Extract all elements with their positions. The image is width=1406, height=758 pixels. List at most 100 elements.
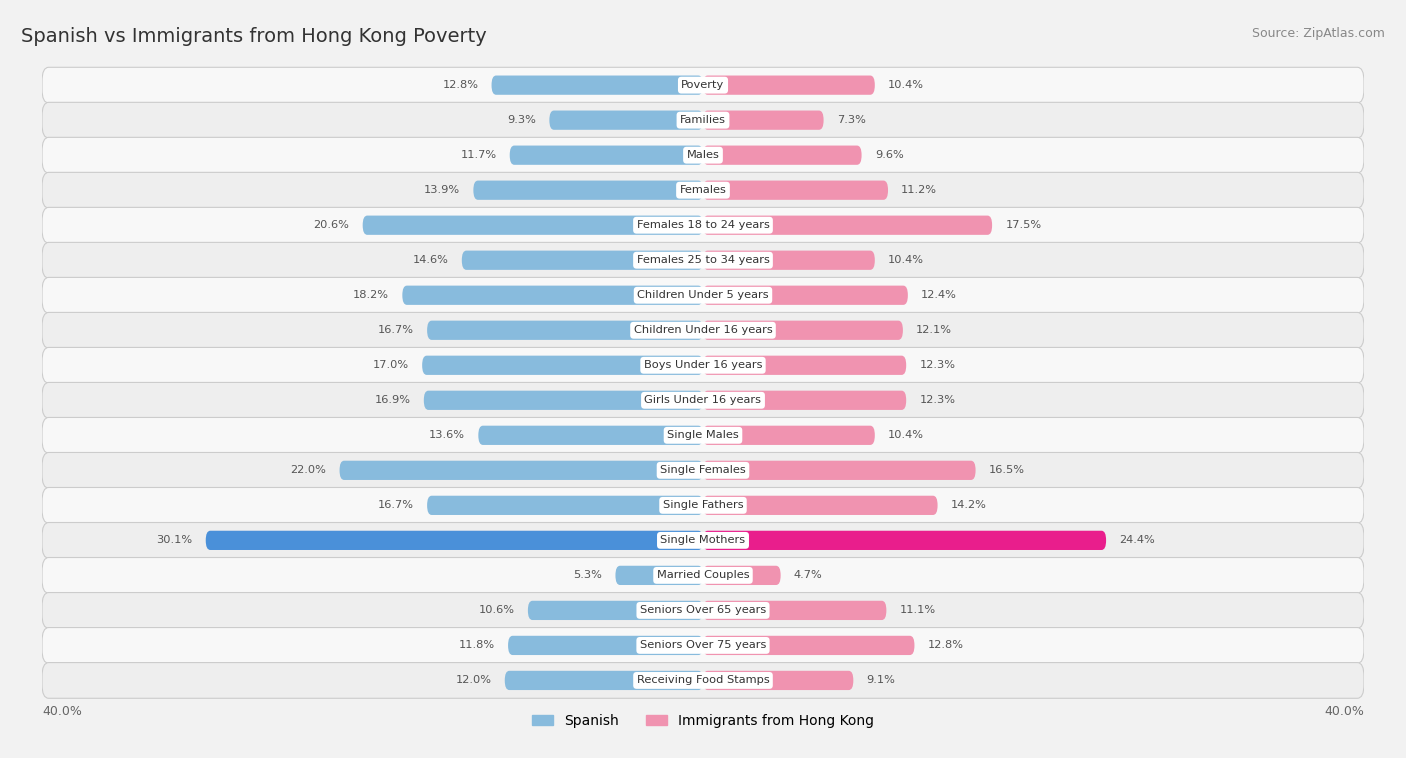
FancyBboxPatch shape	[42, 243, 1364, 278]
FancyBboxPatch shape	[478, 426, 703, 445]
FancyBboxPatch shape	[703, 531, 1107, 550]
Text: 11.1%: 11.1%	[900, 606, 936, 615]
Text: 17.0%: 17.0%	[373, 360, 409, 370]
FancyBboxPatch shape	[510, 146, 703, 164]
FancyBboxPatch shape	[703, 286, 908, 305]
Text: 10.4%: 10.4%	[889, 255, 924, 265]
FancyBboxPatch shape	[42, 137, 1364, 173]
FancyBboxPatch shape	[42, 662, 1364, 698]
FancyBboxPatch shape	[474, 180, 703, 200]
FancyBboxPatch shape	[423, 390, 703, 410]
FancyBboxPatch shape	[339, 461, 703, 480]
Text: 22.0%: 22.0%	[291, 465, 326, 475]
Text: 16.7%: 16.7%	[378, 500, 413, 510]
Text: Seniors Over 75 years: Seniors Over 75 years	[640, 641, 766, 650]
Text: Males: Males	[686, 150, 720, 160]
Text: Females 25 to 34 years: Females 25 to 34 years	[637, 255, 769, 265]
FancyBboxPatch shape	[703, 180, 889, 200]
Text: 9.6%: 9.6%	[875, 150, 904, 160]
FancyBboxPatch shape	[703, 146, 862, 164]
FancyBboxPatch shape	[703, 636, 914, 655]
Text: Children Under 16 years: Children Under 16 years	[634, 325, 772, 335]
Text: 20.6%: 20.6%	[314, 221, 350, 230]
FancyBboxPatch shape	[42, 208, 1364, 243]
FancyBboxPatch shape	[703, 496, 938, 515]
Text: 16.7%: 16.7%	[378, 325, 413, 335]
FancyBboxPatch shape	[505, 671, 703, 690]
FancyBboxPatch shape	[205, 531, 703, 550]
Text: Source: ZipAtlas.com: Source: ZipAtlas.com	[1251, 27, 1385, 39]
FancyBboxPatch shape	[363, 215, 703, 235]
FancyBboxPatch shape	[42, 312, 1364, 348]
FancyBboxPatch shape	[703, 251, 875, 270]
Legend: Spanish, Immigrants from Hong Kong: Spanish, Immigrants from Hong Kong	[526, 708, 880, 734]
Text: Married Couples: Married Couples	[657, 570, 749, 581]
Text: 11.7%: 11.7%	[460, 150, 496, 160]
FancyBboxPatch shape	[703, 461, 976, 480]
FancyBboxPatch shape	[703, 671, 853, 690]
Text: Single Females: Single Females	[661, 465, 745, 475]
Text: 24.4%: 24.4%	[1119, 535, 1156, 545]
Text: 12.0%: 12.0%	[456, 675, 492, 685]
Text: Receiving Food Stamps: Receiving Food Stamps	[637, 675, 769, 685]
FancyBboxPatch shape	[42, 172, 1364, 208]
Text: Poverty: Poverty	[682, 80, 724, 90]
FancyBboxPatch shape	[703, 601, 886, 620]
FancyBboxPatch shape	[508, 636, 703, 655]
Text: 12.3%: 12.3%	[920, 360, 956, 370]
FancyBboxPatch shape	[703, 426, 875, 445]
Text: 17.5%: 17.5%	[1005, 221, 1042, 230]
Text: 40.0%: 40.0%	[1324, 705, 1364, 718]
Text: 11.2%: 11.2%	[901, 185, 938, 196]
Text: 10.6%: 10.6%	[478, 606, 515, 615]
Text: Families: Families	[681, 115, 725, 125]
FancyBboxPatch shape	[42, 593, 1364, 628]
FancyBboxPatch shape	[422, 356, 703, 375]
Text: Single Males: Single Males	[666, 431, 740, 440]
FancyBboxPatch shape	[42, 628, 1364, 663]
FancyBboxPatch shape	[42, 487, 1364, 523]
FancyBboxPatch shape	[616, 565, 703, 585]
Text: 12.1%: 12.1%	[917, 325, 952, 335]
FancyBboxPatch shape	[42, 453, 1364, 488]
FancyBboxPatch shape	[42, 418, 1364, 453]
Text: Boys Under 16 years: Boys Under 16 years	[644, 360, 762, 370]
Text: Girls Under 16 years: Girls Under 16 years	[644, 396, 762, 406]
FancyBboxPatch shape	[703, 215, 993, 235]
Text: 9.3%: 9.3%	[508, 115, 536, 125]
Text: Females: Females	[679, 185, 727, 196]
Text: 4.7%: 4.7%	[794, 570, 823, 581]
Text: 16.9%: 16.9%	[374, 396, 411, 406]
FancyBboxPatch shape	[703, 111, 824, 130]
Text: 11.8%: 11.8%	[458, 641, 495, 650]
FancyBboxPatch shape	[492, 76, 703, 95]
FancyBboxPatch shape	[703, 76, 875, 95]
Text: 14.6%: 14.6%	[413, 255, 449, 265]
FancyBboxPatch shape	[402, 286, 703, 305]
FancyBboxPatch shape	[42, 67, 1364, 103]
FancyBboxPatch shape	[42, 102, 1364, 138]
FancyBboxPatch shape	[42, 522, 1364, 558]
FancyBboxPatch shape	[550, 111, 703, 130]
Text: 12.8%: 12.8%	[443, 80, 478, 90]
Text: 14.2%: 14.2%	[950, 500, 987, 510]
Text: Single Fathers: Single Fathers	[662, 500, 744, 510]
Text: Females 18 to 24 years: Females 18 to 24 years	[637, 221, 769, 230]
Text: 12.8%: 12.8%	[928, 641, 963, 650]
Text: 16.5%: 16.5%	[988, 465, 1025, 475]
Text: 12.3%: 12.3%	[920, 396, 956, 406]
FancyBboxPatch shape	[703, 390, 907, 410]
Text: 13.6%: 13.6%	[429, 431, 465, 440]
Text: 18.2%: 18.2%	[353, 290, 389, 300]
Text: 5.3%: 5.3%	[574, 570, 602, 581]
Text: Spanish vs Immigrants from Hong Kong Poverty: Spanish vs Immigrants from Hong Kong Pov…	[21, 27, 486, 45]
Text: Seniors Over 65 years: Seniors Over 65 years	[640, 606, 766, 615]
Text: 40.0%: 40.0%	[42, 705, 82, 718]
Text: Single Mothers: Single Mothers	[661, 535, 745, 545]
FancyBboxPatch shape	[42, 558, 1364, 594]
Text: 30.1%: 30.1%	[156, 535, 193, 545]
FancyBboxPatch shape	[527, 601, 703, 620]
FancyBboxPatch shape	[427, 496, 703, 515]
FancyBboxPatch shape	[42, 347, 1364, 383]
FancyBboxPatch shape	[703, 356, 907, 375]
